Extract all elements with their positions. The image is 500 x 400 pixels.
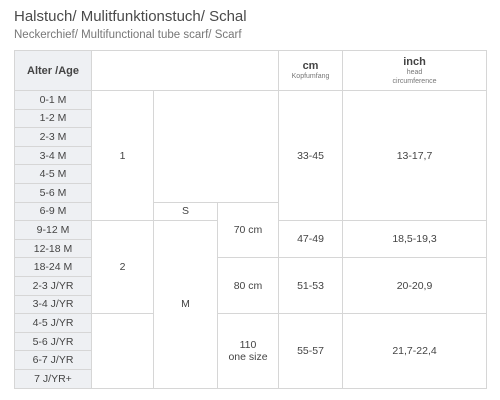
header-sub: Kopfumfang [291, 73, 330, 80]
cell [152, 90, 280, 203]
size: S [153, 201, 218, 222]
subtitle: Neckerchief/ Multifunctional tube scarf/… [14, 29, 242, 41]
header-cell: Alter /Age [14, 50, 92, 91]
size-group: 2 [91, 220, 154, 315]
age: 18-24 M [14, 257, 92, 277]
inch: 13-17,7 [342, 89, 488, 222]
age: 6-7 J/YR [14, 350, 92, 370]
size: M [153, 220, 218, 389]
length: 110 one size [216, 313, 280, 389]
cm: 47-49 [278, 220, 344, 259]
age: 6-9 M [14, 201, 92, 222]
header-label: cm [302, 60, 319, 72]
age: 1-2 M [14, 108, 92, 129]
age: 12-18 M [14, 238, 92, 259]
age: 3-4 J/YR [14, 294, 92, 315]
header-label: inch [403, 55, 426, 68]
length: 80 cm [216, 257, 280, 315]
age: 2-3 J/YR [14, 275, 92, 296]
age: 4-5 M [14, 164, 92, 184]
age: 2-3 M [14, 127, 92, 147]
age: 5-6 J/YR [14, 331, 92, 352]
inch: 20-20,9 [342, 257, 488, 315]
age: 3-4 M [14, 145, 92, 166]
age: 4-5 J/YR [14, 313, 92, 333]
header-cell: inch head circumference [342, 50, 488, 91]
age: 7 J/YR+ [14, 368, 92, 389]
cm: 51-53 [278, 257, 344, 315]
inch: 18,5-19,3 [342, 220, 488, 259]
inch: 21,7-22,4 [342, 313, 488, 389]
header-cell: cm Kopfumfang [278, 50, 344, 91]
size-table: Alter /Age cm Kopfumfang inch head circumf… [14, 50, 488, 389]
cell [91, 313, 154, 389]
header-sub: head circumference [392, 68, 437, 85]
cm: 33-45 [278, 89, 344, 222]
length: 70 cm [216, 201, 280, 259]
title: Halstuch/ Mulitfunktionstuch/ Schal [14, 8, 247, 25]
age: 9-12 M [14, 220, 92, 240]
age: 5-6 M [14, 182, 92, 203]
header-cell [90, 50, 280, 91]
size-group: 1 [91, 89, 154, 222]
cm: 55-57 [278, 313, 344, 389]
age: 0-1 M [14, 90, 92, 110]
